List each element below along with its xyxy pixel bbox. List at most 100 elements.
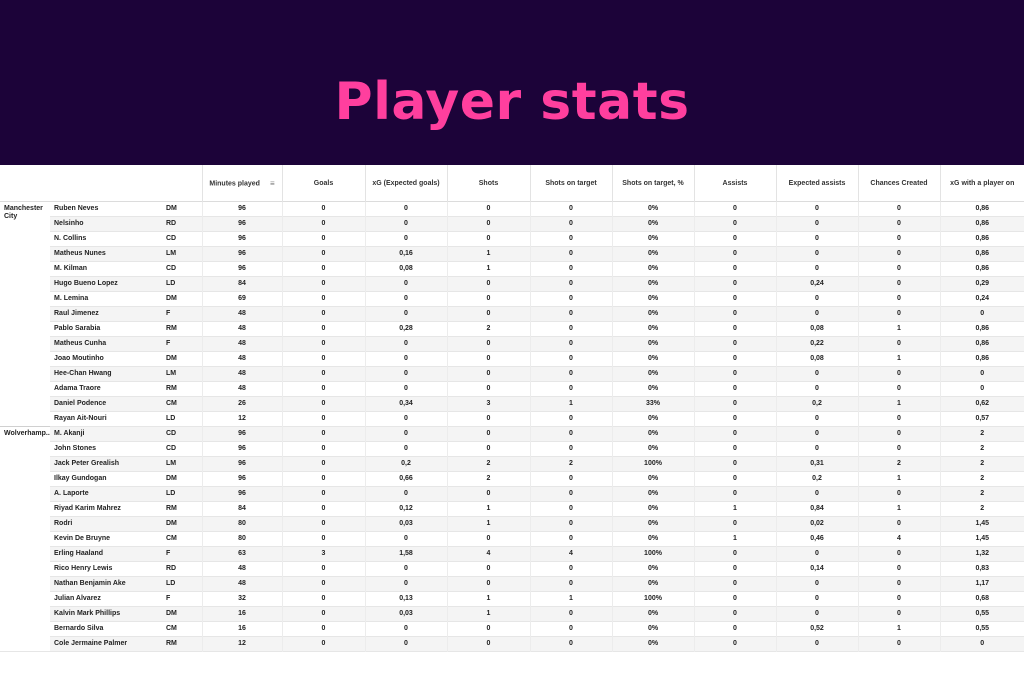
stat-cell: 2	[939, 471, 1024, 487]
player-name[interactable]: Daniel Podence	[50, 396, 164, 412]
player-name[interactable]: Hugo Bueno Lopez	[50, 276, 164, 292]
table-row[interactable]: Erling Haaland F 63 3 1,58 4 4 100% 0 0 0 1,32	[0, 546, 1024, 562]
table-row[interactable]: A. Laporte LD 96 0 0 0 0 0% 0 0 0 2	[0, 486, 1024, 502]
player-name[interactable]: M. Akanji	[50, 426, 164, 442]
player-name[interactable]: Ruben Neves	[54, 205, 99, 212]
player-name[interactable]: Nathan Benjamin Ake	[50, 576, 164, 592]
table-row[interactable]: Nelsinho RD 96 0 0 0 0 0% 0 0 0 0,86	[0, 216, 1024, 232]
table-row[interactable]: Wolverhamp... M. Akanji CD 96 0 0 0 0 0% 0 0 0 2	[0, 426, 1024, 652]
table-row[interactable]: Kalvin Mark Phillips DM 16 0 0,03 1 0 0% 0 0 0 0,55	[0, 606, 1024, 622]
table-row[interactable]: Jack Peter Grealish LM 96 0 0,2 2 2 100% 0 0,31 2 2	[0, 456, 1024, 472]
player-name[interactable]: Nelsinho	[50, 216, 164, 232]
stat-cell: 16	[201, 606, 282, 622]
player-name[interactable]: Rayan Ait-Nouri	[54, 415, 107, 422]
stat-cell: 0	[529, 321, 612, 337]
table-row[interactable]: Matheus Nunes LM 96 0 0,16 1 0 0% 0 0 0 0,86	[0, 246, 1024, 262]
stat-cell: 0%	[611, 351, 694, 367]
column-header[interactable]: xG with a player on	[939, 165, 1024, 202]
table-row[interactable]: Riyad Karim Mahrez RM 84 0 0,12 1 0 0% 1 0,84 1 2	[0, 501, 1024, 517]
player-name[interactable]: Kevin De Bruyne	[54, 535, 111, 542]
table-row[interactable]: M. Lemina DM 69 0 0 0 0 0% 0 0 0 0,24	[0, 291, 1024, 307]
player-name[interactable]: M. Lemina	[54, 295, 89, 302]
stat-cell: 0	[693, 336, 776, 352]
stat-cell: 0	[693, 546, 776, 562]
player-name[interactable]: Ilkay Gundogan	[54, 475, 107, 482]
table-row[interactable]: Julian Alvarez F 32 0 0,13 1 1 100% 0 0 0 0,68	[0, 591, 1024, 607]
stat-cell: 0	[281, 456, 365, 472]
player-name[interactable]: Matheus Cunha	[50, 336, 164, 352]
table-row[interactable]: M. Kilman CD 96 0 0,08 1 0 0% 0 0 0 0,86	[0, 261, 1024, 277]
column-header[interactable]: Shots	[446, 165, 530, 202]
column-header[interactable]: Expected assists	[775, 165, 858, 202]
table-row[interactable]: Joao Moutinho DM 48 0 0 0 0 0% 0 0,08 1 0,86	[0, 351, 1024, 367]
table-row[interactable]: Matheus Cunha F 48 0 0 0 0 0% 0 0,22 0 0,86	[0, 336, 1024, 352]
column-header[interactable]: Assists	[693, 165, 776, 202]
stat-cell: 0	[529, 426, 612, 442]
stat-cell: 0	[281, 396, 365, 412]
player-name[interactable]: Jack Peter Grealish	[50, 456, 164, 472]
stat-cell: 0	[529, 561, 612, 577]
stat-cell: 0	[364, 291, 447, 307]
column-header[interactable]: Shots on target, %	[611, 165, 694, 202]
player-name[interactable]: Julian Alvarez	[54, 595, 101, 602]
column-header[interactable]: Minutes played ≡	[201, 165, 282, 202]
stat-cell: 0,24	[939, 291, 1024, 307]
player-name[interactable]: Matheus Nunes	[50, 246, 164, 262]
player-name[interactable]: Cole Jermaine Palmer	[50, 636, 164, 652]
table-row[interactable]: Bernardo Silva CM 16 0 0 0 0 0% 0 0,52 1 0,55	[0, 621, 1024, 637]
stat-cell: 0	[364, 351, 447, 367]
table-row[interactable]: Cole Jermaine Palmer RM 12 0 0 0 0 0% 0 0 0 0	[0, 636, 1024, 652]
stat-cell: 4	[857, 531, 940, 547]
player-name[interactable]: M. Kilman	[54, 265, 88, 272]
player-name[interactable]: Adama Traore	[54, 385, 101, 392]
player-name[interactable]: Kalvin Mark Phillips	[50, 606, 164, 622]
stat-cell: 0	[281, 471, 365, 487]
stat-cell: 0	[364, 636, 447, 652]
player-name[interactable]: Hee-Chan Hwang	[50, 366, 164, 382]
player-name[interactable]: N. Collins	[54, 235, 87, 242]
table-row[interactable]: Pablo Sarabia RM 48 0 0,28 2 0 0% 0 0,08 1 0,86	[0, 321, 1024, 337]
sort-lines-icon[interactable]: ≡	[269, 178, 275, 188]
table-row[interactable]: Raul Jimenez F 48 0 0 0 0 0% 0 0 0 0	[0, 306, 1024, 322]
player-name[interactable]: Rico Henry Lewis	[54, 565, 113, 572]
stat-cell: 0%	[611, 516, 694, 532]
table-row[interactable]: Ilkay Gundogan DM 96 0 0,66 2 0 0% 0 0,2 1 2	[0, 471, 1024, 487]
table-row[interactable]: Manchester City Ruben Neves DM 96 0 0 0 0 0% 0 0 0 0…	[0, 201, 1024, 220]
table-row[interactable]: John Stones CD 96 0 0 0 0 0% 0 0 0 2	[0, 441, 1024, 457]
player-name[interactable]: John Stones	[54, 445, 97, 452]
column-header[interactable]: Shots on target	[529, 165, 612, 202]
table-row[interactable]: N. Collins CD 96 0 0 0 0 0% 0 0 0 0,86	[0, 231, 1024, 247]
player-name[interactable]: Pablo Sarabia	[54, 325, 101, 332]
stat-cell: 1	[446, 501, 530, 517]
player-position: RD	[166, 565, 177, 572]
player-name[interactable]: Joao Moutinho	[54, 355, 104, 362]
player-name[interactable]: Riyad Karim Mahrez	[54, 505, 121, 512]
stat-cell: 0	[281, 261, 365, 277]
table-row[interactable]: Hee-Chan Hwang LM 48 0 0 0 0 0% 0 0 0 0	[0, 366, 1024, 382]
stat-cell: 0	[693, 261, 776, 277]
stat-cell: 0	[939, 381, 1024, 397]
table-row[interactable]: Kevin De Bruyne CM 80 0 0 0 0 0% 1 0,46 4 1,45	[0, 531, 1024, 547]
column-header[interactable]: Chances Created	[857, 165, 940, 202]
player-position: CM	[166, 535, 177, 542]
stat-cell: 0%	[611, 216, 694, 232]
table-row[interactable]: Rayan Ait-Nouri LD 12 0 0 0 0 0% 0 0 0 0,57	[0, 411, 1024, 427]
stat-cell: 0	[529, 231, 612, 247]
column-header[interactable]: Goals	[281, 165, 365, 202]
player-name[interactable]: Erling Haaland	[50, 546, 164, 562]
player-name[interactable]: Raul Jimenez	[50, 306, 164, 322]
stat-cell: 0%	[611, 411, 694, 427]
table-row[interactable]: Nathan Benjamin Ake LD 48 0 0 0 0 0% 0 0 0 1,17	[0, 576, 1024, 592]
player-name[interactable]: Bernardo Silva	[54, 625, 104, 632]
table-row[interactable]: Adama Traore RM 48 0 0 0 0 0% 0 0 0 0	[0, 381, 1024, 397]
stat-cell: 0	[775, 546, 858, 562]
stat-cell: 0	[693, 441, 776, 457]
table-row[interactable]: Rodri DM 80 0 0,03 1 0 0% 0 0,02 0 1,45	[0, 516, 1024, 532]
column-header[interactable]: xG (Expected goals)	[364, 165, 447, 202]
table-row[interactable]: Daniel Podence CM 26 0 0,34 3 1 33% 0 0,2 1 0,62	[0, 396, 1024, 412]
player-name[interactable]: A. Laporte	[50, 486, 164, 502]
table-row[interactable]: Hugo Bueno Lopez LD 84 0 0 0 0 0% 0 0,24 0 0,29	[0, 276, 1024, 292]
stat-cell: 0	[693, 516, 776, 532]
player-name[interactable]: Rodri	[50, 516, 164, 532]
table-row[interactable]: Rico Henry Lewis RD 48 0 0 0 0 0% 0 0,14 0 0,83	[0, 561, 1024, 577]
